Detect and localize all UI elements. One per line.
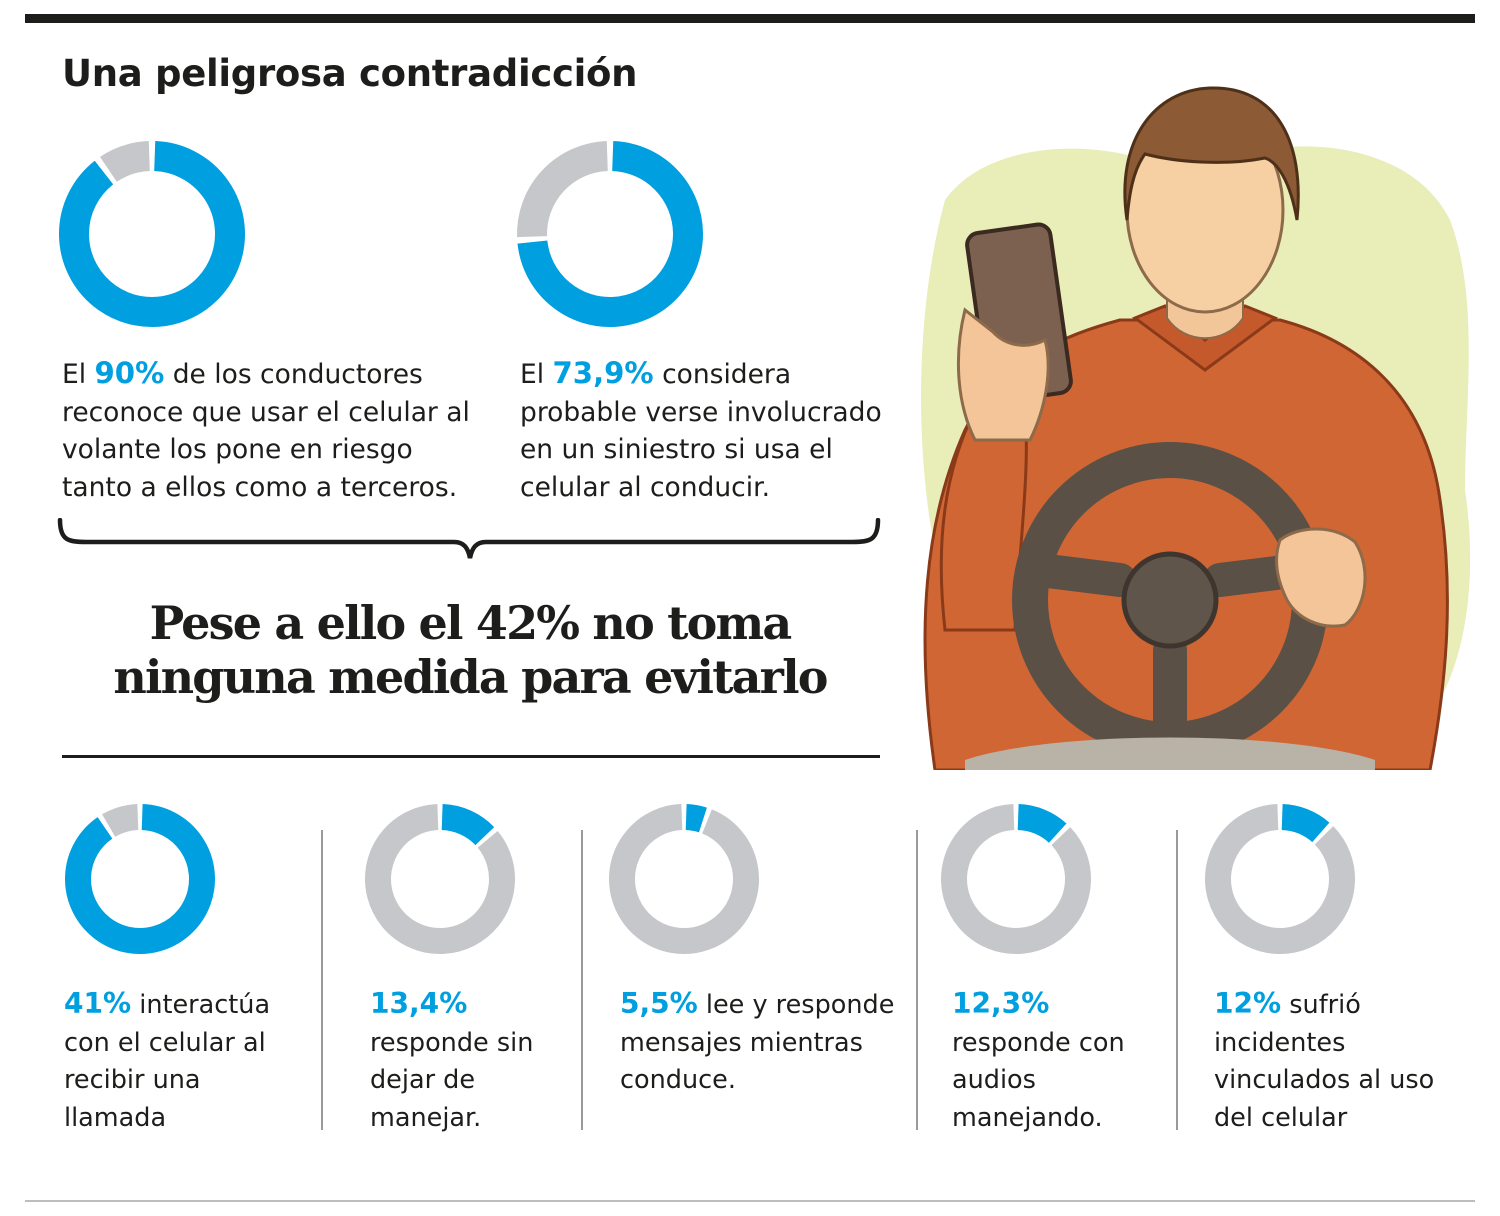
headline: Pese a ello el 42% no toma ninguna medida…: [113, 596, 828, 704]
curly-brace: [57, 518, 881, 559]
seat-edge: [965, 737, 1375, 770]
hair: [1123, 86, 1300, 221]
donut-slice-highlight: [685, 804, 707, 833]
donut-svg: [517, 141, 703, 327]
infographic-title: Una peligrosa contradicción: [62, 52, 638, 95]
phone-hand: [956, 307, 1050, 442]
donut-slice-highlight: [1017, 804, 1067, 844]
column-separator: [916, 830, 918, 1130]
donut-slice-highlight: [441, 804, 495, 846]
donut-slice-highlight: [65, 804, 215, 954]
top-rule: [25, 14, 1475, 23]
donut-slice-remainder: [365, 804, 515, 954]
donut-svg: [609, 804, 759, 954]
stat-text-5: 5,5% lee y responde mensajes mientras co…: [620, 987, 895, 1095]
stat-percentage: 73,9%: [552, 356, 654, 390]
donut-slice-remainder: [517, 141, 609, 238]
stat-percentage: 13,4%: [370, 987, 468, 1020]
stat-text-2: El 73,9% considera probable verse involu…: [520, 356, 882, 503]
donut-slice-remainder: [102, 804, 139, 838]
donut-chart-7: [1204, 803, 1356, 955]
wheel-hand: [1275, 527, 1367, 628]
stat-percentage: 12,3%: [952, 987, 1050, 1020]
donut-chart-6: [940, 803, 1092, 955]
divider-rule: [62, 755, 880, 758]
donut-slice-highlight: [59, 141, 245, 327]
stat-text-3: 41% interactúa con el celular al recibir…: [64, 987, 271, 1133]
donut-chart-4: [364, 803, 516, 955]
driver-with-phone-illustration: [921, 86, 1471, 770]
donut-svg: [365, 804, 515, 954]
donut-slice-remainder: [941, 804, 1091, 954]
stat-text-4: 13,4% responde sin dejar de manejar.: [370, 987, 534, 1133]
steering-wheel-hub: [1121, 551, 1219, 649]
stat-text-6: 12,3% responde con audios manejando.: [952, 987, 1125, 1133]
donut-chart-3: [64, 803, 216, 955]
donut-chart-2: [516, 140, 704, 328]
donut-svg: [941, 804, 1091, 954]
stat-percentage: 90%: [94, 356, 165, 390]
donut-slice-highlight: [517, 141, 703, 327]
stat-percentage: 5,5%: [620, 987, 698, 1020]
donut-slice-remainder: [100, 141, 151, 183]
column-separator: [1176, 830, 1178, 1130]
donut-slice-remainder: [1205, 804, 1355, 954]
donut-slice-highlight: [1281, 804, 1330, 843]
donut-chart-1: [58, 140, 246, 328]
column-separator: [321, 830, 323, 1130]
column-separator: [581, 830, 583, 1130]
bottom-rule: [25, 1200, 1475, 1202]
stat-text-7: 12% sufrió incidentes vinculados al uso …: [1214, 987, 1435, 1133]
stat-percentage: 12%: [1214, 987, 1282, 1020]
donut-slice-remainder: [609, 804, 759, 954]
stat-percentage: 41%: [64, 987, 132, 1020]
donut-svg: [65, 804, 215, 954]
donut-svg: [59, 141, 245, 327]
donut-chart-5: [608, 803, 760, 955]
stat-text-1: El 90% de los conductores reconoce que u…: [62, 356, 470, 503]
donut-svg: [1205, 804, 1355, 954]
